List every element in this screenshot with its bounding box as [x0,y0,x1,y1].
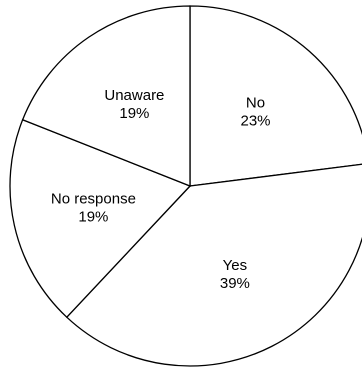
pie-slice-no-response [9,118,192,319]
slice-label-unaware: Unaware [104,87,164,104]
slice-value-no: 23% [240,113,270,130]
slice-value-unaware: 19% [119,105,149,122]
slice-value-yes: 39% [220,275,250,292]
pie-slice-no [189,5,362,187]
slice-label-yes: Yes [223,257,247,274]
slice-value-no-response: 19% [78,209,108,226]
pie-slice-yes [65,163,362,367]
slice-label-no-response: No response [51,191,136,208]
slice-label-no: No [246,95,265,112]
pie-slice-unaware [21,5,191,187]
